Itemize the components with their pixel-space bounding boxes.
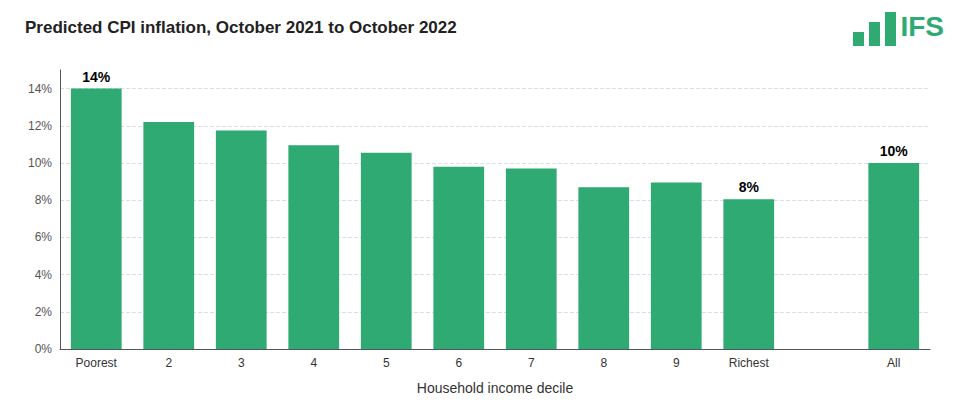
svg-text:Poorest: Poorest bbox=[76, 356, 118, 370]
svg-text:8: 8 bbox=[600, 356, 607, 370]
svg-text:6: 6 bbox=[455, 356, 462, 370]
svg-text:IFS: IFS bbox=[900, 11, 944, 42]
svg-text:Household income decile: Household income decile bbox=[417, 380, 574, 396]
svg-text:6%: 6% bbox=[35, 230, 53, 244]
svg-text:8%: 8% bbox=[739, 179, 760, 195]
svg-text:2%: 2% bbox=[35, 305, 53, 319]
svg-text:10%: 10% bbox=[28, 156, 52, 170]
svg-text:Predicted CPI inflation, Octob: Predicted CPI inflation, October 2021 to… bbox=[25, 18, 457, 37]
svg-text:5: 5 bbox=[383, 356, 390, 370]
svg-text:14%: 14% bbox=[82, 69, 111, 85]
svg-text:3: 3 bbox=[238, 356, 245, 370]
svg-text:Richest: Richest bbox=[729, 356, 770, 370]
svg-text:All: All bbox=[887, 356, 900, 370]
svg-text:2: 2 bbox=[165, 356, 172, 370]
svg-text:9: 9 bbox=[673, 356, 680, 370]
svg-text:4: 4 bbox=[310, 356, 317, 370]
svg-text:14%: 14% bbox=[28, 82, 52, 96]
svg-text:12%: 12% bbox=[28, 119, 52, 133]
svg-text:7: 7 bbox=[528, 356, 535, 370]
svg-text:4%: 4% bbox=[35, 268, 53, 282]
svg-text:0%: 0% bbox=[35, 342, 53, 356]
svg-text:8%: 8% bbox=[35, 193, 53, 207]
svg-text:10%: 10% bbox=[880, 143, 909, 159]
